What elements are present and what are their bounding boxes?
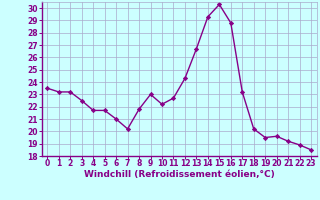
X-axis label: Windchill (Refroidissement éolien,°C): Windchill (Refroidissement éolien,°C): [84, 170, 275, 179]
